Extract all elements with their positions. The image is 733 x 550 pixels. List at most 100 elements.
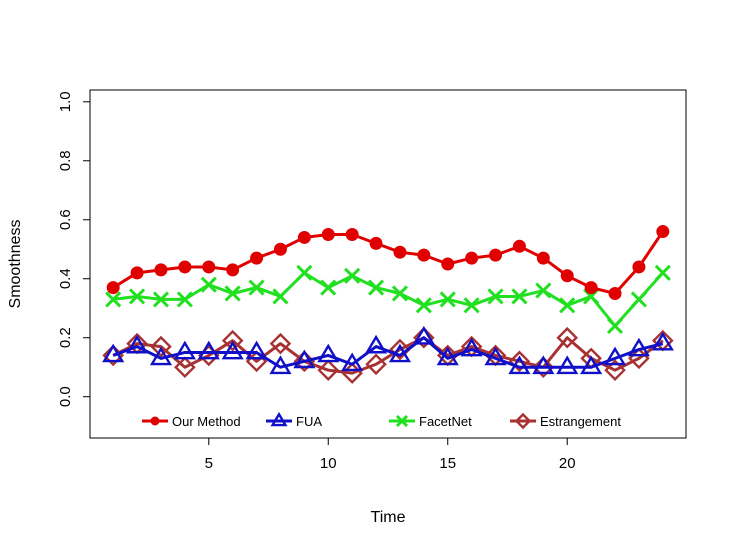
y-tick-label: 0.2 [57, 327, 74, 348]
data-point-estrangement [365, 353, 387, 376]
cross-stroke [415, 297, 432, 314]
data-point-fua [125, 334, 149, 354]
data-point-our-method [608, 286, 622, 300]
data-point-facetnet [248, 279, 265, 296]
data-point-our-method [273, 242, 287, 256]
data-point-our-method [632, 260, 646, 274]
data-point-fua [603, 346, 627, 366]
data-point-facetnet [511, 288, 528, 305]
y-axis-title: Smoothness [7, 220, 24, 309]
data-point-our-method [393, 245, 407, 259]
data-point-estrangement [221, 329, 244, 352]
data-point-our-method [250, 251, 264, 265]
data-point-estrangement [269, 332, 292, 355]
legend: Our Method FUA FacetNet Estrangement [142, 411, 621, 430]
legend-entry-estrangement: Estrangement [510, 412, 621, 430]
legend-entry-our-method: Our Method [142, 414, 241, 429]
data-point-estrangement [532, 356, 555, 379]
cross-stroke [487, 288, 504, 305]
data-point-fua [412, 325, 435, 345]
data-point-our-method [465, 251, 479, 265]
data-point-fua [245, 340, 268, 360]
data-point-our-method [297, 230, 311, 244]
data-point-fua [484, 346, 507, 366]
data-point-facetnet [487, 288, 504, 305]
data-point-our-method [536, 251, 550, 265]
data-point-our-method [369, 236, 383, 250]
data-point-facetnet [439, 291, 456, 308]
data-point-fua [364, 334, 388, 354]
cross-stroke [176, 291, 193, 308]
data-point-facetnet [320, 279, 337, 296]
legend-label-estrangement: Estrangement [540, 414, 621, 429]
data-point-our-method [441, 257, 455, 271]
data-point-facetnet [535, 282, 552, 299]
legend-entry-fua: FUA [266, 411, 322, 429]
cross-stroke [630, 291, 647, 308]
cross-stroke [105, 291, 122, 308]
data-point-facetnet [152, 291, 170, 308]
data-point-estrangement [508, 350, 531, 373]
cross-stroke [395, 414, 409, 428]
cross-stroke [320, 279, 337, 296]
x-axis-title: Time [371, 509, 406, 526]
series-estrangement [102, 326, 674, 384]
legend-entry-facetnet: FacetNet [389, 414, 472, 429]
cross-stroke [391, 285, 409, 302]
data-point-estrangement [317, 359, 340, 381]
data-point-fua [102, 343, 125, 363]
data-point-fua [221, 340, 244, 360]
data-point-facetnet [200, 276, 217, 293]
data-point-our-method [226, 263, 240, 277]
data-point-our-method [321, 228, 335, 242]
data-point-facetnet [176, 291, 193, 308]
data-point-fua [173, 340, 196, 360]
y-tick-label: 0.0 [57, 386, 74, 407]
y-tick-label: 0.6 [57, 209, 74, 230]
cross-stroke [367, 279, 385, 296]
cross-stroke [129, 288, 146, 305]
data-point-fua [627, 337, 651, 357]
data-point-facetnet [606, 317, 624, 334]
data-point-facetnet [129, 288, 146, 305]
x-tick-label: 20 [559, 455, 576, 472]
cross-stroke [224, 285, 241, 302]
data-point-fua [293, 349, 316, 369]
cross-stroke [344, 267, 361, 284]
data-point-facetnet [415, 297, 432, 314]
cross-stroke [535, 282, 552, 299]
series-our-method [106, 225, 670, 300]
cross-stroke [248, 279, 265, 296]
data-point-our-method [560, 269, 574, 283]
data-point-fua [341, 352, 364, 372]
y-tick-label: 0.4 [57, 268, 74, 289]
cross-stroke [511, 288, 528, 305]
data-point-estrangement [604, 359, 626, 381]
data-point-our-method [154, 263, 168, 277]
series-layer [102, 225, 674, 384]
cross-stroke [463, 297, 480, 314]
axes: 5 10 15 20 0.0 0.2 0.4 0.6 0.8 1.0 [57, 91, 576, 472]
legend-marker-fua [270, 411, 288, 427]
data-point-fua [436, 346, 459, 366]
data-point-facetnet [391, 285, 409, 302]
data-point-estrangement [174, 356, 196, 379]
data-point-facetnet [105, 291, 122, 308]
data-point-our-method [512, 239, 526, 253]
data-point-facetnet [463, 297, 480, 314]
data-point-estrangement [150, 335, 172, 358]
cross-stroke [200, 276, 217, 293]
data-point-our-method [489, 248, 503, 262]
data-point-our-method [584, 281, 598, 295]
cross-stroke [606, 317, 624, 334]
legend-marker-estrangement [514, 412, 532, 430]
cross-stroke [559, 297, 576, 314]
data-point-fua [532, 355, 555, 375]
data-point-fua [317, 343, 340, 363]
data-point-our-method [106, 281, 120, 295]
y-tick-label: 1.0 [57, 91, 74, 112]
data-point-our-method [417, 248, 431, 262]
data-point-fua [388, 343, 412, 363]
data-point-estrangement [413, 326, 435, 349]
